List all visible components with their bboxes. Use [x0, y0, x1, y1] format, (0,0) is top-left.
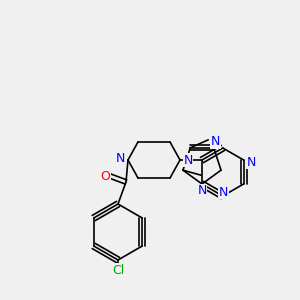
Text: N: N: [211, 135, 220, 148]
Text: N: N: [197, 184, 207, 197]
Text: Cl: Cl: [112, 263, 124, 277]
Text: N: N: [115, 152, 125, 164]
Text: N: N: [183, 154, 193, 166]
Text: N: N: [247, 155, 256, 169]
Text: N: N: [219, 185, 229, 199]
Text: O: O: [100, 169, 110, 182]
